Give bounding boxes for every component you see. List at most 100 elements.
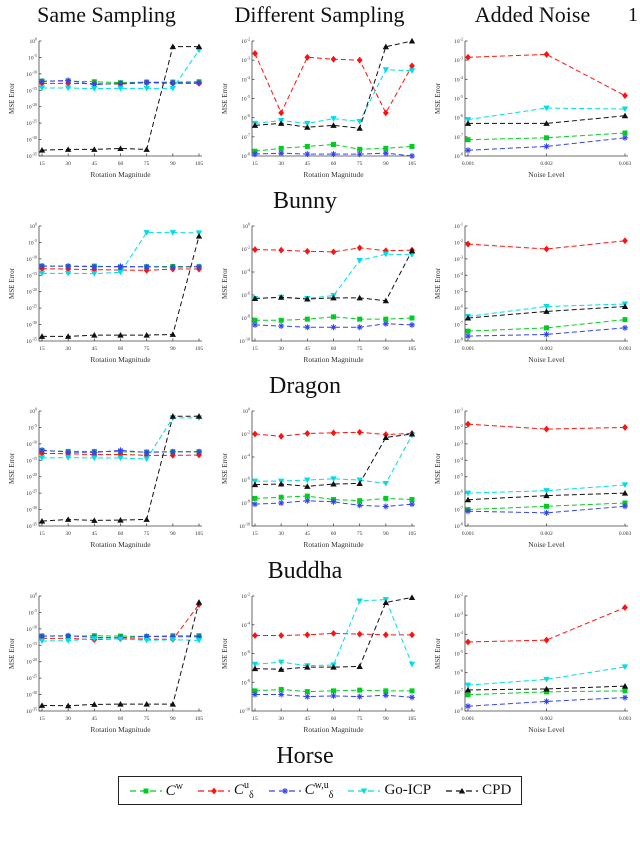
svg-text:10-4: 10-4 bbox=[454, 456, 463, 465]
svg-text:10-4: 10-4 bbox=[454, 271, 463, 280]
legend-label: Cuδ bbox=[233, 780, 254, 801]
svg-text:60: 60 bbox=[117, 531, 123, 537]
chart-cell-dragon-different-sampling: 100 10-2 10-4 10-6 10-8 10-10 15 30 45 60 75 90 105 M… bbox=[213, 219, 426, 371]
chart-cell-horse-different-sampling: 10-2 10-4 10-6 10-8 10-10 15 30 45 60 75 90 105 MSE … bbox=[213, 589, 426, 741]
svg-text:10-10: 10-10 bbox=[26, 624, 37, 633]
x-axis-label: Rotation Magnitude bbox=[303, 540, 364, 549]
svg-text:10-8: 10-8 bbox=[241, 499, 250, 508]
legend-label: CPD bbox=[482, 782, 512, 798]
y-axis-label: MSE Error bbox=[8, 267, 16, 299]
x-axis-label: Rotation Magnitude bbox=[303, 170, 364, 179]
column-title-same-sampling: Same Sampling bbox=[37, 2, 176, 27]
svg-text:0.003: 0.003 bbox=[618, 531, 631, 537]
svg-text:10-8: 10-8 bbox=[454, 707, 463, 716]
svg-text:10-2: 10-2 bbox=[241, 430, 250, 439]
svg-text:100: 100 bbox=[242, 222, 250, 231]
svg-text:0.003: 0.003 bbox=[618, 346, 631, 352]
y-axis-label: MSE Error bbox=[8, 452, 16, 484]
svg-text:15: 15 bbox=[39, 531, 45, 537]
column-title-different-sampling: Different Sampling bbox=[234, 2, 405, 27]
chart-cell-buddha-added-noise: 10-1 10-2 10-3 10-4 10-5 10-6 10-7 10-8 0.001 0.0… bbox=[426, 404, 639, 556]
svg-text:10-2: 10-2 bbox=[241, 592, 250, 601]
svg-text:10-6: 10-6 bbox=[241, 649, 250, 658]
svg-text:10-4: 10-4 bbox=[241, 268, 250, 277]
legend-marker-asterisk-icon bbox=[268, 787, 301, 794]
x-axis-label: Rotation Magnitude bbox=[90, 170, 151, 179]
svg-text:45: 45 bbox=[91, 716, 97, 722]
svg-text:105: 105 bbox=[407, 346, 416, 352]
svg-text:75: 75 bbox=[356, 161, 362, 167]
svg-text:10-10: 10-10 bbox=[239, 337, 250, 346]
svg-text:0.001: 0.001 bbox=[461, 161, 474, 167]
row-label-dragon: Dragon bbox=[269, 373, 341, 399]
y-axis-label: MSE Error bbox=[8, 637, 16, 669]
svg-text:100: 100 bbox=[242, 407, 250, 416]
chart-horse-added-noise: 10-2 10-3 10-4 10-5 10-6 10-7 10-80.001 0.002 0.… bbox=[434, 592, 631, 735]
y-axis-label: MSE Error bbox=[221, 267, 229, 299]
svg-text:10-2: 10-2 bbox=[241, 245, 250, 254]
page-number: 1 bbox=[628, 4, 638, 26]
svg-text:30: 30 bbox=[65, 716, 71, 722]
svg-text:0.002: 0.002 bbox=[540, 531, 553, 537]
svg-text:75: 75 bbox=[356, 531, 362, 537]
svg-text:75: 75 bbox=[356, 346, 362, 352]
svg-text:0.001: 0.001 bbox=[461, 346, 474, 352]
svg-text:100: 100 bbox=[29, 37, 37, 46]
plot-row-bunny: 100 10-5 10-10 10-15 10-20 10-25 10-30 10-35 15 3… bbox=[0, 34, 640, 186]
svg-text:10-8: 10-8 bbox=[454, 152, 463, 161]
legend-entry-c-d-w-u: Cw,uδ bbox=[268, 780, 333, 801]
svg-text:10-30: 10-30 bbox=[26, 505, 37, 514]
y-axis-label: MSE Error bbox=[8, 82, 16, 114]
y-axis-label: MSE Error bbox=[221, 82, 229, 114]
svg-text:0.002: 0.002 bbox=[540, 161, 553, 167]
plot-row-dragon: 100 10-5 10-10 10-15 10-20 10-25 10-30 10-35 15 3… bbox=[0, 219, 640, 371]
chart-cell-dragon-added-noise: 10-1 10-2 10-3 10-4 10-5 10-6 10-7 10-8 0.001 0.0… bbox=[426, 219, 639, 371]
svg-text:10-35: 10-35 bbox=[26, 152, 37, 161]
svg-text:105: 105 bbox=[194, 161, 203, 167]
legend-entry-cpd: CPD bbox=[445, 782, 511, 799]
column-headers: Same Sampling Different Sampling Added N… bbox=[0, 2, 640, 34]
svg-text:15: 15 bbox=[39, 346, 45, 352]
svg-text:100: 100 bbox=[29, 592, 37, 601]
svg-text:10-35: 10-35 bbox=[26, 522, 37, 531]
chart-cell-bunny-added-noise: 10-2 10-3 10-4 10-5 10-6 10-7 10-8 0.001 0.002 0.… bbox=[426, 34, 639, 186]
legend-marker-diamond-icon bbox=[197, 787, 230, 794]
svg-text:10-2: 10-2 bbox=[454, 423, 463, 432]
svg-text:90: 90 bbox=[383, 716, 389, 722]
column-title-added-noise: Added Noise bbox=[474, 2, 591, 27]
svg-text:10-6: 10-6 bbox=[454, 113, 463, 122]
legend-label: Cw bbox=[165, 781, 183, 799]
chart-cell-buddha-same-sampling: 100 10-5 10-10 10-15 10-20 10-25 10-30 10-35 15 3… bbox=[0, 404, 213, 556]
svg-text:10-5: 10-5 bbox=[454, 472, 463, 481]
svg-text:10-10: 10-10 bbox=[26, 254, 37, 263]
chart-cell-bunny-same-sampling: 100 10-5 10-10 10-15 10-20 10-25 10-30 10-35 15 3… bbox=[0, 34, 213, 186]
svg-text:15: 15 bbox=[252, 716, 258, 722]
legend-entry-c-d-u: Cuδ bbox=[197, 780, 254, 801]
svg-text:10-5: 10-5 bbox=[28, 608, 37, 617]
legend-label: Go-ICP bbox=[384, 782, 432, 798]
svg-text:15: 15 bbox=[39, 716, 45, 722]
svg-text:15: 15 bbox=[252, 161, 258, 167]
chart-bunny-different-sampling: 10-2 10-3 10-4 10-5 10-6 10-7 10-815 30 45 60 75 90… bbox=[221, 37, 416, 180]
legend-entry-go-icp: Go-ICP bbox=[347, 782, 431, 799]
chart-dragon-added-noise: 10-1 10-2 10-3 10-4 10-5 10-6 10-7 10-80.001 0.0… bbox=[434, 222, 631, 365]
svg-text:10-35: 10-35 bbox=[26, 337, 37, 346]
svg-text:30: 30 bbox=[278, 346, 284, 352]
legend-marker-triangle-up-icon bbox=[446, 787, 479, 793]
x-axis-label: Rotation Magnitude bbox=[90, 725, 151, 734]
svg-text:10-15: 10-15 bbox=[26, 271, 37, 280]
svg-text:10-25: 10-25 bbox=[26, 119, 37, 128]
svg-text:10-4: 10-4 bbox=[241, 75, 250, 84]
svg-text:10-10: 10-10 bbox=[26, 69, 37, 78]
row-label-buddha: Buddha bbox=[267, 558, 343, 584]
svg-text:45: 45 bbox=[91, 161, 97, 167]
svg-text:10-1: 10-1 bbox=[454, 222, 463, 231]
legend-entry-c-w: Cw bbox=[129, 781, 183, 800]
svg-text:30: 30 bbox=[278, 531, 284, 537]
